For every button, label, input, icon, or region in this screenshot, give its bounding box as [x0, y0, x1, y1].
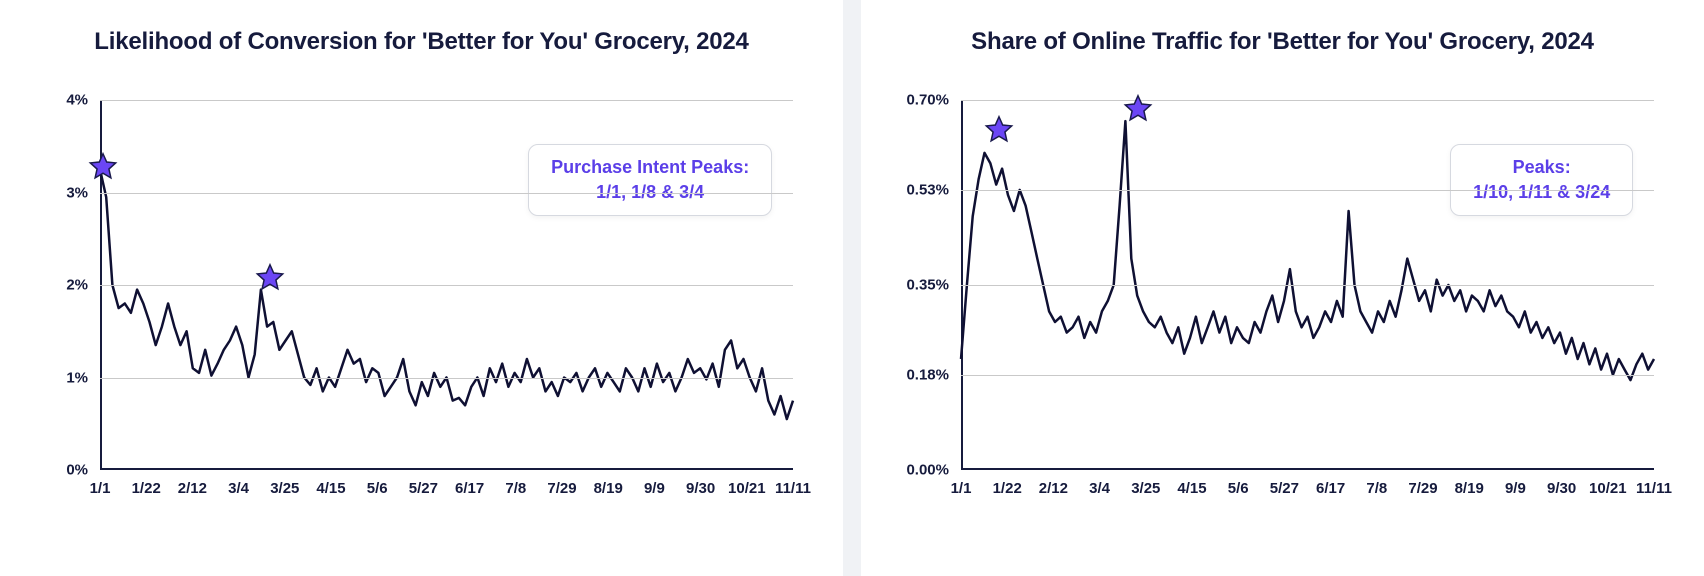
x-tick-label: 4/15	[316, 480, 345, 497]
x-tick-label: 1/1	[90, 480, 111, 497]
y-tick-label: 2%	[66, 277, 88, 294]
y-tick-label: 3%	[66, 184, 88, 201]
left-chart-title: Likelihood of Conversion for 'Better for…	[40, 28, 803, 56]
x-tick-label: 8/19	[1455, 480, 1484, 497]
gridline	[100, 193, 793, 194]
left-x-axis: 1/11/222/123/43/254/155/65/276/177/87/29…	[100, 474, 793, 510]
right-y-axis: 0.00%0.18%0.35%0.53%0.70%	[901, 100, 957, 470]
x-tick-label: 10/21	[1589, 480, 1627, 497]
left-y-axis: 0%1%2%3%4%	[40, 100, 96, 470]
gridline	[100, 378, 793, 379]
x-tick-label: 7/8	[1366, 480, 1387, 497]
right-plot: Peaks: 1/10, 1/11 & 3/24	[961, 100, 1654, 470]
callout-title: Purchase Intent Peaks:	[551, 157, 749, 178]
gridline	[961, 100, 1654, 101]
right-callout: Peaks: 1/10, 1/11 & 3/24	[1450, 144, 1633, 216]
x-tick-label: 3/4	[1089, 480, 1110, 497]
y-tick-label: 0.70%	[906, 92, 949, 109]
gridline	[961, 190, 1654, 191]
panel-divider	[843, 0, 861, 576]
y-tick-label: 0.53%	[906, 181, 949, 198]
x-tick-label: 7/29	[1408, 480, 1437, 497]
x-tick-label: 3/25	[1131, 480, 1160, 497]
right-x-axis: 1/11/222/123/43/254/155/65/276/177/87/29…	[961, 474, 1654, 510]
x-tick-label: 7/29	[547, 480, 576, 497]
left-callout: Purchase Intent Peaks: 1/1, 1/8 & 3/4	[528, 144, 772, 216]
charts-container: Likelihood of Conversion for 'Better for…	[0, 0, 1704, 576]
x-tick-label: 5/6	[1228, 480, 1249, 497]
x-tick-label: 2/12	[1039, 480, 1068, 497]
x-tick-label: 4/15	[1177, 480, 1206, 497]
left-chart-area: 0% 1% 2% 3% 4% Purchase Intent Peaks: 1/1, 1…	[40, 90, 803, 510]
x-tick-label: 7/8	[505, 480, 526, 497]
x-tick-label: 3/4	[228, 480, 249, 497]
x-tick-label: 9/30	[686, 480, 715, 497]
x-tick-label: 6/17	[1316, 480, 1345, 497]
x-tick-label: 1/22	[993, 480, 1022, 497]
x-tick-label: 1/22	[132, 480, 161, 497]
gridline	[961, 375, 1654, 376]
right-chart-panel: Share of Online Traffic for 'Better for …	[861, 0, 1704, 576]
x-tick-label: 9/9	[1505, 480, 1526, 497]
x-tick-label: 5/6	[367, 480, 388, 497]
x-tick-label: 9/9	[644, 480, 665, 497]
right-chart-area: 0.00% 0.18% 0.35% 0.53% 0.70% Peaks: 1/10, 1…	[901, 90, 1664, 510]
gridline	[961, 285, 1654, 286]
x-tick-label: 10/21	[728, 480, 766, 497]
x-tick-label: 8/19	[594, 480, 623, 497]
y-tick-label: 0.18%	[906, 366, 949, 383]
callout-title: Peaks:	[1473, 157, 1610, 178]
y-tick-label: 0.35%	[906, 277, 949, 294]
x-tick-label: 11/11	[1636, 480, 1672, 497]
left-chart-panel: Likelihood of Conversion for 'Better for…	[0, 0, 843, 576]
gridline	[100, 100, 793, 101]
x-tick-label: 2/12	[178, 480, 207, 497]
x-tick-label: 9/30	[1547, 480, 1576, 497]
callout-dates: 1/10, 1/11 & 3/24	[1473, 182, 1610, 203]
x-tick-label: 5/27	[409, 480, 438, 497]
y-tick-label: 0%	[66, 462, 88, 479]
x-tick-label: 3/25	[270, 480, 299, 497]
left-plot: Purchase Intent Peaks: 1/1, 1/8 & 3/4	[100, 100, 793, 470]
y-tick-label: 4%	[66, 92, 88, 109]
x-tick-label: 5/27	[1270, 480, 1299, 497]
x-tick-label: 6/17	[455, 480, 484, 497]
gridline	[100, 285, 793, 286]
x-tick-label: 11/11	[775, 480, 811, 497]
y-tick-label: 0.00%	[906, 462, 949, 479]
y-tick-label: 1%	[66, 369, 88, 386]
right-chart-title: Share of Online Traffic for 'Better for …	[901, 28, 1664, 56]
x-tick-label: 1/1	[951, 480, 972, 497]
